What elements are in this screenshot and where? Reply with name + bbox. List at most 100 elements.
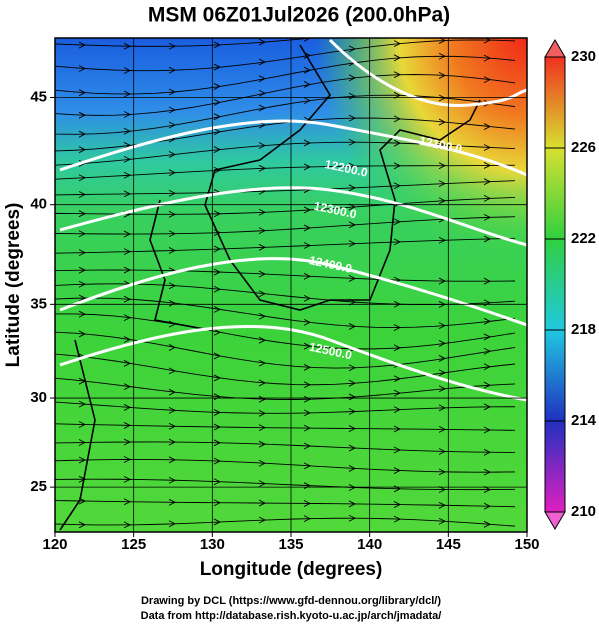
stream-arrow <box>78 130 87 138</box>
stream-arrow <box>438 517 447 525</box>
stream-arrow <box>438 236 447 244</box>
stream-arrow <box>303 139 312 147</box>
contour-line <box>328 38 527 108</box>
colorbar-tick-label: 218 <box>571 321 596 338</box>
stream-arrow <box>123 521 132 529</box>
stream-arrow <box>438 197 447 205</box>
y-tick-label: 30 <box>30 389 47 406</box>
stream-arrow <box>168 476 177 484</box>
stream-arrow <box>393 71 402 79</box>
stream-arrow <box>483 213 492 221</box>
stream-arrow <box>258 424 267 432</box>
stream-arrow <box>393 389 402 397</box>
stream-arrow <box>348 74 357 82</box>
x-tick-label: 140 <box>357 536 382 553</box>
streamlines <box>55 31 516 529</box>
stream-arrow <box>483 76 492 84</box>
stream-arrow <box>438 72 447 79</box>
stream-arrow <box>123 456 132 463</box>
streamline <box>55 517 516 527</box>
stream-arrow <box>258 359 267 367</box>
stream-arrow <box>348 92 357 100</box>
stream-arrow <box>78 310 87 318</box>
streamline <box>55 39 516 72</box>
stream-arrow <box>78 475 87 483</box>
x-axis-label: Longitude (degrees) <box>200 559 383 580</box>
stream-arrow <box>213 328 222 336</box>
stream-arrow <box>483 54 492 62</box>
stream-arrow <box>78 330 87 338</box>
stream-arrow <box>123 475 132 483</box>
stream-arrow <box>483 144 492 151</box>
stream-arrow <box>483 235 492 243</box>
x-tick-label: 125 <box>121 536 146 553</box>
stream-arrow <box>213 352 222 360</box>
stream-arrow <box>303 163 312 171</box>
stream-arrow <box>349 31 355 37</box>
streamline <box>55 423 516 431</box>
stream-arrow <box>438 94 447 102</box>
stream-arrow <box>213 98 222 106</box>
stream-arrow <box>123 295 132 303</box>
colorbar-extend-top <box>544 39 566 58</box>
stream-arrow <box>78 191 87 198</box>
contour-line <box>59 119 527 177</box>
stream-arrow <box>348 393 357 401</box>
streamline <box>55 500 516 508</box>
stream-arrow <box>213 457 222 465</box>
stream-arrow <box>78 210 87 218</box>
stream-arrow <box>123 230 132 238</box>
stream-arrow <box>303 381 312 389</box>
stream-arrow <box>168 106 177 114</box>
stream-arrow <box>258 89 267 97</box>
stream-arrow <box>78 89 87 97</box>
stream-arrow <box>168 230 177 238</box>
stream-arrow <box>393 324 402 331</box>
stream-arrow <box>123 90 132 98</box>
stream-arrow <box>393 40 402 48</box>
stream-arrow <box>303 272 312 280</box>
stream-arrow <box>213 439 222 447</box>
stream-arrow <box>168 367 177 375</box>
colorbar-tick-label: 210 <box>571 503 596 520</box>
stream-arrow <box>483 162 492 169</box>
stream-arrow <box>168 344 177 351</box>
stream-arrow <box>393 182 402 190</box>
stream-arrow <box>348 138 357 146</box>
stream-arrow <box>123 142 132 149</box>
stream-arrow <box>78 280 87 288</box>
stream-arrow <box>483 448 492 456</box>
stream-arrow <box>258 208 267 216</box>
x-tick-label: 145 <box>436 536 461 553</box>
stream-arrow <box>258 499 267 507</box>
stream-arrow <box>213 518 222 526</box>
stream-arrow <box>168 406 177 414</box>
stream-arrow <box>258 290 267 298</box>
streamline <box>55 74 516 116</box>
stream-arrow <box>123 127 132 135</box>
stream-arrow <box>258 459 267 467</box>
stream-arrow <box>303 363 312 371</box>
y-tick-label: 25 <box>30 478 47 495</box>
stream-arrow <box>483 381 492 389</box>
stream-arrow <box>483 426 492 434</box>
streamline <box>55 401 516 414</box>
stream-arrow <box>348 444 357 452</box>
stream-arrow <box>168 151 177 158</box>
y-tick-label: 35 <box>30 295 47 312</box>
stream-arrow <box>348 114 357 122</box>
stream-arrow <box>438 277 447 285</box>
stream-arrow <box>168 520 177 528</box>
stream-arrow <box>393 446 402 454</box>
stream-arrow <box>258 227 267 235</box>
stream-arrow <box>348 162 357 170</box>
stream-arrow <box>348 221 357 229</box>
stream-arrow <box>213 245 222 253</box>
contour-line <box>59 186 527 247</box>
stream-arrow <box>258 243 267 251</box>
stream-arrow <box>258 164 267 172</box>
stream-arrow <box>483 468 492 476</box>
stream-arrow <box>258 395 267 403</box>
stream-arrow <box>393 218 402 226</box>
stream-arrow <box>258 38 267 46</box>
